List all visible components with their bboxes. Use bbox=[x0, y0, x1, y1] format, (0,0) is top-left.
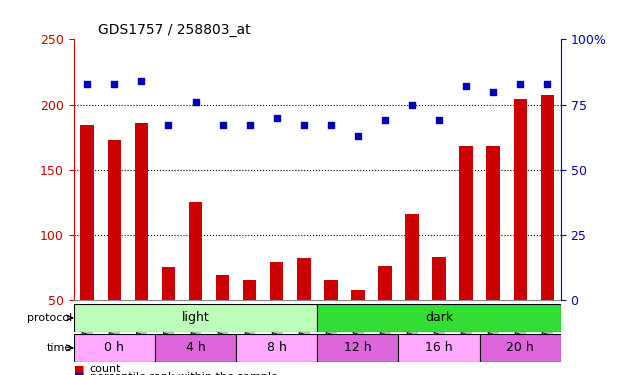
Bar bbox=[155, 334, 236, 362]
Bar bbox=[162, 267, 175, 365]
Text: light: light bbox=[181, 311, 210, 324]
Bar bbox=[135, 123, 148, 365]
Point bbox=[82, 81, 92, 87]
Text: 4 h: 4 h bbox=[186, 341, 205, 354]
Point bbox=[353, 133, 363, 139]
Bar bbox=[188, 202, 203, 365]
Bar bbox=[108, 140, 121, 365]
Bar bbox=[513, 99, 527, 365]
Text: GDS1757 / 258803_at: GDS1757 / 258803_at bbox=[98, 23, 251, 37]
Bar bbox=[487, 146, 500, 365]
Point bbox=[434, 117, 444, 123]
Text: protocol: protocol bbox=[27, 313, 72, 323]
Bar bbox=[270, 262, 283, 365]
Bar bbox=[405, 214, 419, 365]
Point bbox=[137, 78, 147, 84]
Text: percentile rank within the sample: percentile rank within the sample bbox=[90, 372, 278, 375]
Text: ■: ■ bbox=[74, 364, 84, 374]
Bar bbox=[317, 334, 399, 362]
Text: time: time bbox=[47, 343, 72, 353]
Point bbox=[217, 122, 228, 128]
Text: ■: ■ bbox=[74, 372, 84, 375]
Bar bbox=[74, 334, 155, 362]
Bar bbox=[351, 290, 365, 365]
Bar bbox=[74, 304, 317, 332]
Point bbox=[515, 81, 526, 87]
Point bbox=[542, 81, 553, 87]
Bar bbox=[81, 125, 94, 365]
Bar bbox=[540, 95, 554, 365]
Point bbox=[190, 99, 201, 105]
Bar bbox=[317, 304, 561, 332]
Bar bbox=[297, 258, 310, 365]
Text: 16 h: 16 h bbox=[425, 341, 453, 354]
Point bbox=[109, 81, 119, 87]
Point bbox=[407, 102, 417, 108]
Bar bbox=[216, 275, 229, 365]
Point bbox=[299, 122, 309, 128]
Bar bbox=[479, 334, 561, 362]
Text: count: count bbox=[90, 364, 121, 374]
Text: 8 h: 8 h bbox=[267, 341, 287, 354]
Text: 20 h: 20 h bbox=[506, 341, 534, 354]
Point bbox=[461, 83, 471, 89]
Bar bbox=[460, 146, 473, 365]
Bar bbox=[399, 334, 479, 362]
Point bbox=[380, 117, 390, 123]
Point bbox=[163, 122, 174, 128]
Bar bbox=[324, 280, 338, 365]
Point bbox=[272, 115, 282, 121]
Bar bbox=[432, 257, 446, 365]
Bar bbox=[236, 334, 317, 362]
Bar bbox=[243, 280, 256, 365]
Text: 0 h: 0 h bbox=[104, 341, 124, 354]
Point bbox=[244, 122, 254, 128]
Point bbox=[488, 88, 498, 94]
Text: 12 h: 12 h bbox=[344, 341, 372, 354]
Point bbox=[326, 122, 336, 128]
Text: dark: dark bbox=[425, 311, 453, 324]
Bar bbox=[378, 266, 392, 365]
